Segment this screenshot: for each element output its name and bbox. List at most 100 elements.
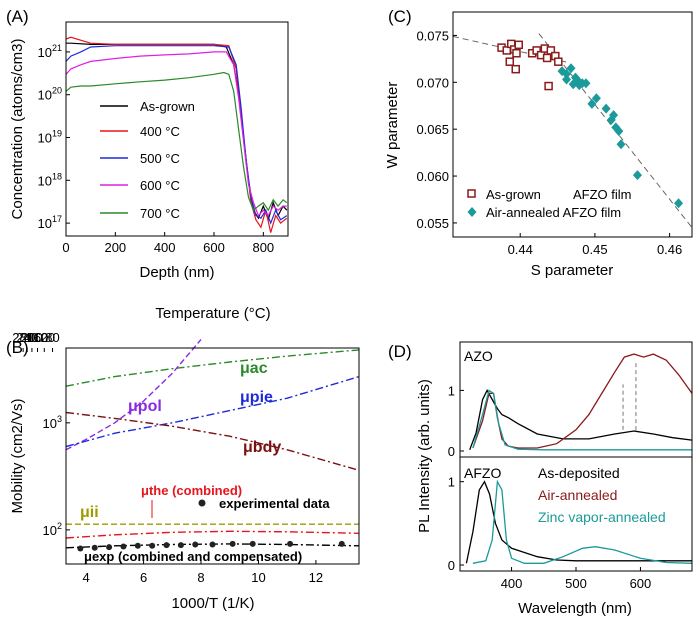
- panel-b-exp-point: [177, 542, 184, 549]
- panel-d-top-series-line: [472, 353, 693, 449]
- panel-b-plot: 4 6 8 10 1228024020016012080102103μacμpolμpi…: [12, 330, 360, 585]
- panel-c-annealed-point: [609, 110, 619, 121]
- panel-d-x-tick-label: 400: [501, 576, 523, 591]
- panel-a-y-tick-label-base: 10: [38, 88, 52, 103]
- panel-a-series-line: [65, 45, 288, 225]
- panel-c-x-title: S parameter: [531, 262, 614, 279]
- panel-a-series-line: [65, 36, 288, 233]
- panel-b-series-line: [65, 411, 360, 471]
- panel-a-y-tick-label-exp: 21: [52, 43, 62, 53]
- panel-c-legend: As-grown AFZO film Air-annealed AFZO film: [467, 187, 632, 220]
- panel-b-annotation: μbdy: [243, 439, 281, 456]
- panel-b-legend-dot: [198, 499, 206, 507]
- panel-c-annealed-point: [601, 103, 611, 114]
- panel-a-x-tick-label: 600: [203, 240, 225, 255]
- panel-b-frame: [65, 347, 360, 565]
- panel-b-exp-point: [192, 541, 199, 548]
- panel-b-top-x-tick-label: 280: [12, 330, 34, 345]
- panel-c-as-grown-point: [546, 46, 556, 55]
- panel-a-y-title: Concentration (atoms/cm3): [9, 39, 26, 220]
- panel-b-top-x-title: Temperature (°C): [155, 305, 270, 322]
- panel-a-y-tick-label-exp: 17: [52, 214, 62, 224]
- panel-c-as-grown-point: [532, 46, 541, 55]
- panel-c-annealed-point: [674, 198, 684, 209]
- panel-b-exp-point: [249, 540, 256, 547]
- panel-a-x-tick-label: 200: [104, 240, 126, 255]
- panel-d: (D) 400 500 600 0 0 1 1 AZO AFZO Wavelength (nm)…: [388, 341, 693, 617]
- panel-d-legend-label: Air-annealed: [538, 487, 617, 503]
- panel-a-y-tick-label: 1017: [38, 214, 62, 231]
- panel-c-annealed-point: [562, 68, 572, 79]
- panel-c-annealed-point: [611, 122, 621, 133]
- panel-d-x-tick-label: 600: [630, 576, 652, 591]
- panel-a-label: (A): [6, 7, 29, 26]
- panel-b-y-tick-label-exp: 2: [57, 521, 62, 531]
- panel-c-y-tick-label: 0.075: [416, 28, 449, 43]
- panel-c-as-grown-point: [511, 64, 520, 74]
- panel-a-legend-label: 400 °C: [140, 124, 180, 139]
- panel-c-frame: [452, 11, 693, 238]
- panel-a-x-tick-label: 0: [62, 240, 69, 255]
- panel-b-series-line: [65, 349, 360, 387]
- panel-d-legend-label: Zinc vapor-annealed: [538, 509, 666, 525]
- panel-b-exp-point: [338, 540, 345, 547]
- panel-c: (C) 0.44 0.45 0.46 0.055 0.060 0.065 0.070 0.07…: [384, 7, 693, 279]
- panel-b-y-tick-label: 102: [43, 521, 62, 538]
- panel-b-top-x-tick-label: 240: [16, 330, 38, 345]
- panel-b-annotation: μpie: [240, 389, 273, 406]
- panel-b-x-tick-label: 12: [309, 570, 323, 585]
- panel-a-y-tick-label-exp: 18: [52, 171, 62, 181]
- panel-d-bottom-y-tick-label: 1: [448, 475, 455, 490]
- panel-b-exp-point: [91, 544, 98, 551]
- panel-b-annotation: μpol: [128, 398, 162, 415]
- panel-d-bottom-title: AFZO: [464, 465, 501, 481]
- panel-c-annealed-point: [632, 170, 642, 181]
- panel-a-frame: [65, 21, 289, 237]
- panel-a-y-tick-label: 1020: [38, 86, 62, 103]
- panel-b-exp-point: [209, 541, 216, 548]
- panel-a-y-tick-label: 1018: [38, 171, 62, 188]
- panel-c-legend-swatch: [467, 207, 477, 217]
- panel-b-series-line: [65, 339, 202, 451]
- panel-b-x-tick-label: 6: [140, 570, 147, 585]
- panel-c-annealed-point: [581, 78, 591, 89]
- panel-d-label: (D): [388, 342, 412, 361]
- panel-b-exp-point: [163, 542, 170, 549]
- panel-a-legend-label: 500 °C: [140, 151, 180, 166]
- panel-c-legend-label: Air-annealed AFZO film: [486, 205, 621, 220]
- panel-c-legend-label: As-grown: [486, 187, 541, 202]
- panel-b-exp-point: [134, 542, 141, 549]
- panel-a-y-tick-label: 1021: [38, 43, 62, 60]
- panel-b-exp-point: [106, 544, 113, 551]
- panel-a-y-tick-label: 1019: [38, 129, 62, 146]
- panel-d-top-y-tick-label: 1: [448, 383, 455, 398]
- panel-b-y-tick-label-base: 10: [43, 523, 57, 538]
- panel-c-annealed-point: [591, 93, 601, 104]
- panel-c-as-grown-point: [544, 81, 553, 91]
- panel-d-top-series-line: [469, 389, 693, 451]
- panel-d-top-title: AZO: [464, 348, 493, 364]
- panel-b-exp-point: [149, 542, 156, 549]
- panel-d-bottom-series-line: [472, 479, 693, 564]
- panel-d-bottom-y-tick-label: 0: [448, 558, 455, 573]
- panel-c-as-grown-point: [514, 40, 523, 50]
- panel-a-legend: As-grown 400 °C 500 °C 600 °C 700 °C: [100, 99, 195, 221]
- panel-a-y-tick-label-base: 10: [38, 45, 52, 60]
- panel-b-exp-point: [229, 540, 236, 547]
- panel-d-legend-label: As-deposited: [538, 465, 620, 481]
- panel-a-legend-label: 700 °C: [140, 206, 180, 221]
- panel-b-y-title: Mobility (cm2/Vs): [9, 398, 26, 513]
- panel-d-top-y-tick-label: 0: [448, 444, 455, 459]
- panel-b-y-tick-label-exp: 3: [57, 414, 62, 424]
- panel-c-as-grown-point: [505, 57, 515, 66]
- panel-c-legend-swatch: [467, 189, 476, 198]
- panel-c-label: (C): [388, 7, 412, 26]
- panel-d-top-series-line: [472, 389, 692, 451]
- panel-b-y-tick-label-base: 10: [43, 416, 57, 431]
- panel-b-top-x-tick-label: 200: [21, 330, 43, 345]
- panel-d-bottom-series-line: [465, 480, 692, 564]
- panel-c-x-tick-label: 0.45: [582, 242, 607, 257]
